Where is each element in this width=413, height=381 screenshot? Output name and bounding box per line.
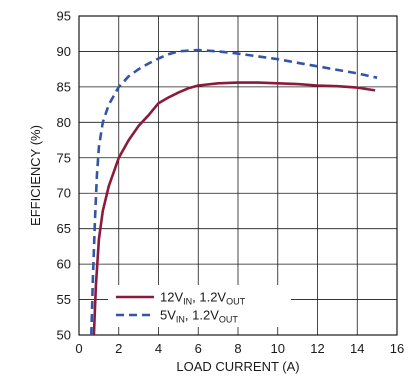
legend-entry-label: 5VIN, 1.2VOUT (160, 308, 238, 325)
x-tick-label: 16 (390, 341, 404, 356)
plot-frame (78, 15, 398, 336)
x-tick-label: 14 (350, 341, 364, 356)
y-tick-label: 65 (57, 221, 71, 236)
x-tick-label: 12 (310, 341, 324, 356)
y-tick-label: 75 (57, 150, 71, 165)
x-tick-label: 6 (195, 341, 202, 356)
x-tick-label: 2 (115, 341, 122, 356)
y-tick-label: 80 (57, 115, 71, 130)
y-tick-label: 55 (57, 292, 71, 307)
y-tick-label: 70 (57, 186, 71, 201)
legend-background (108, 285, 291, 327)
y-tick-label: 85 (57, 79, 71, 94)
y-tick-label: 50 (57, 328, 71, 343)
legend-entry-label: 12VIN, 1.2VOUT (160, 290, 246, 307)
x-tick-label: 8 (234, 341, 241, 356)
x-tick-label: 0 (75, 341, 82, 356)
y-axis-label: EFFICIENCY (%) (28, 125, 43, 226)
y-tick-label: 95 (57, 9, 71, 24)
x-tick-labels: 0 2 4 6 8 10 12 14 16 (75, 341, 404, 356)
y-tick-labels: 50 55 60 65 70 75 80 85 90 95 (57, 9, 71, 343)
x-tick-label: 4 (155, 341, 162, 356)
y-tick-label: 90 (57, 44, 71, 59)
series-layer (90, 48, 378, 336)
series-line-5vin (90, 48, 378, 336)
y-tick-label: 60 (57, 257, 71, 272)
x-tick-label: 10 (271, 341, 285, 356)
x-axis-label: LOAD CURRENT (A) (176, 359, 299, 374)
series-line-12vin (92, 81, 376, 336)
